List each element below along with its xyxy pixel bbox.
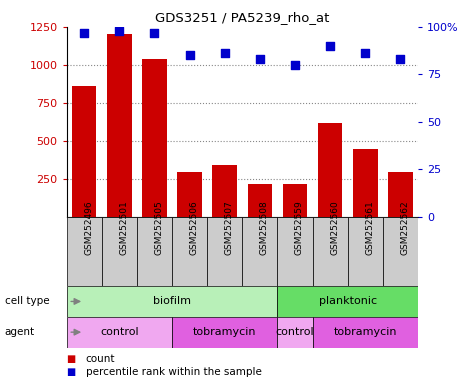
Title: GDS3251 / PA5239_rho_at: GDS3251 / PA5239_rho_at [155, 11, 330, 24]
Text: control: control [100, 327, 139, 337]
Text: GSM252508: GSM252508 [260, 200, 269, 255]
Point [291, 62, 299, 68]
Bar [247, 184, 272, 217]
Point [186, 52, 193, 58]
Bar [277, 286, 418, 317]
Bar [388, 172, 413, 217]
Bar [283, 184, 307, 217]
Bar [313, 317, 418, 348]
Bar [102, 217, 137, 286]
Bar [66, 217, 102, 286]
Text: GSM252560: GSM252560 [330, 200, 339, 255]
Bar [242, 217, 277, 286]
Text: GSM252496: GSM252496 [84, 200, 93, 255]
Point [80, 30, 88, 36]
Point [397, 56, 404, 62]
Text: GSM252505: GSM252505 [154, 200, 163, 255]
Bar [318, 123, 342, 217]
Text: planktonic: planktonic [319, 296, 377, 306]
Text: control: control [276, 327, 314, 337]
Bar [348, 217, 383, 286]
Text: percentile rank within the sample: percentile rank within the sample [86, 367, 261, 377]
Bar [277, 217, 313, 286]
Bar [353, 149, 378, 217]
Bar [212, 165, 237, 217]
Bar [137, 217, 172, 286]
Bar [313, 217, 348, 286]
Bar [207, 217, 242, 286]
Text: tobramycin: tobramycin [193, 327, 256, 337]
Text: GSM252501: GSM252501 [119, 200, 128, 255]
Bar [72, 86, 96, 217]
Bar [66, 317, 172, 348]
Point [115, 28, 123, 34]
Text: GSM252561: GSM252561 [365, 200, 374, 255]
Point [256, 56, 264, 62]
Point [361, 50, 369, 56]
Text: GSM252507: GSM252507 [225, 200, 234, 255]
Text: tobramycin: tobramycin [333, 327, 397, 337]
Bar [172, 317, 277, 348]
Text: GSM252506: GSM252506 [190, 200, 199, 255]
Text: biofilm: biofilm [153, 296, 191, 306]
Point [151, 30, 158, 36]
Text: ■: ■ [66, 354, 76, 364]
Text: count: count [86, 354, 115, 364]
Text: agent: agent [5, 327, 35, 337]
Bar [142, 59, 167, 217]
Bar [277, 317, 313, 348]
Text: GSM252562: GSM252562 [400, 200, 409, 255]
Bar [107, 35, 132, 217]
Text: ■: ■ [66, 367, 76, 377]
Text: GSM252559: GSM252559 [295, 200, 304, 255]
Bar [383, 217, 418, 286]
Bar [177, 172, 202, 217]
Bar [172, 217, 207, 286]
Bar [66, 286, 277, 317]
Point [221, 50, 228, 56]
Text: cell type: cell type [5, 296, 49, 306]
Point [326, 43, 334, 49]
